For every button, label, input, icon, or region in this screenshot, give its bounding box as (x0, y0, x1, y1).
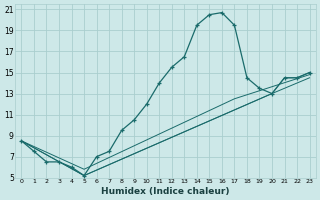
X-axis label: Humidex (Indice chaleur): Humidex (Indice chaleur) (101, 187, 230, 196)
